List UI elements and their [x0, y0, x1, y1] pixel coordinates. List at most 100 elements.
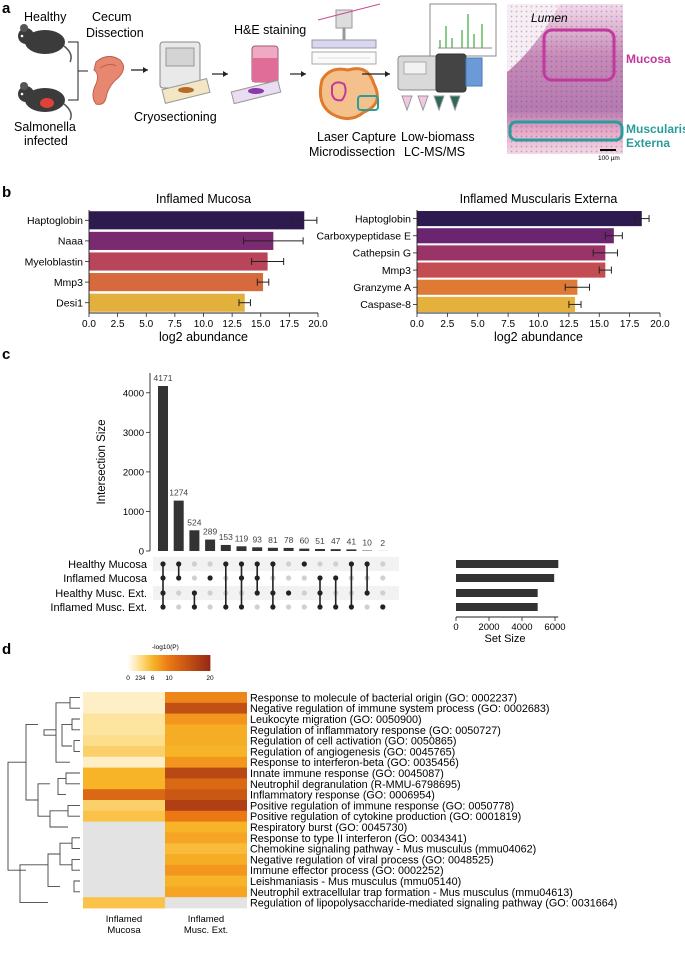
set-size-bar [456, 589, 538, 597]
dendrogram-branch [73, 740, 80, 752]
y-tick-label: Haptoglobin [355, 213, 411, 225]
y-tick-label: Mmp3 [54, 277, 83, 289]
y-tick-label: Granzyme A [353, 282, 411, 294]
label-cecum-2: Dissection [86, 26, 144, 40]
y-tick-label: Desi1 [56, 298, 83, 310]
x-axis-label: log2 abundance [494, 330, 583, 344]
bar-caspase-8 [417, 296, 575, 312]
heatmap-row-label: Respiratory burst (GO: 0045730) [250, 822, 407, 834]
set-size-bar [456, 560, 559, 568]
matrix-dot-active [301, 561, 307, 567]
heat-cell [83, 746, 165, 758]
x-tick-label: 0.0 [410, 319, 424, 330]
intersection-value: 1274 [169, 488, 188, 498]
heat-cell [83, 897, 165, 909]
label-ms-1: Low-biomass [401, 130, 475, 144]
x-tick-label: 15.0 [590, 319, 610, 330]
heat-cell [165, 821, 247, 833]
colorbar-segment [201, 655, 205, 671]
chart-inflamed-muscularis: Inflamed Muscularis Externa Haptoglobin Ca… [316, 192, 670, 344]
intersection-bar [299, 548, 310, 551]
chart-title: Inflamed Muscularis Externa [460, 192, 618, 206]
colorbar-segment [177, 655, 180, 671]
heat-cell [165, 800, 247, 812]
colorbar-segment [160, 655, 164, 671]
bar-mmp3 [417, 262, 606, 278]
matrix-dot-inactive [191, 561, 197, 567]
matrix-row-shade [153, 557, 399, 571]
heatmap-row-label: Leishmaniasis - Mus musculus (mmu05140) [250, 876, 461, 888]
colorbar-segment [181, 655, 184, 671]
column-label: Inflamed [188, 914, 224, 925]
bar-haptoglobin [89, 211, 305, 230]
heat-cell [83, 702, 165, 714]
colorbar-segment [175, 655, 178, 671]
heat-cell [165, 713, 247, 725]
chart-title: Inflamed Mucosa [156, 192, 251, 206]
dendrogram-branch [49, 810, 68, 828]
heatmap-row-label: Regulation of cell activation (GO: 00508… [250, 736, 456, 748]
cryostat-icon [159, 41, 211, 104]
intersection-value: 4171 [154, 373, 173, 383]
set-label: Inflamed Mucosa [63, 573, 148, 585]
bar-desi1 [89, 293, 245, 312]
colorbar-segment [164, 655, 168, 671]
colorbar-segment [130, 655, 133, 671]
intersection-value: 60 [300, 536, 310, 546]
dendrogram-branch [25, 723, 38, 801]
x-tick-label: 7.5 [501, 319, 515, 330]
heat-cell [165, 854, 247, 866]
colorbar-segment [173, 655, 176, 671]
colorbar-tick-label-small: 234 [135, 676, 146, 682]
y-tick-label: Caspase-8 [360, 299, 411, 311]
y-tick-label: 1000 [123, 507, 144, 518]
label-lcm-1: Laser Capture [317, 130, 396, 144]
heatmap-row-label: Positive regulation of cytokine producti… [250, 811, 521, 823]
matrix-dot-inactive [364, 604, 370, 610]
chart-inflamed-mucosa: Inflamed Mucosa Haptoglobin Naaa Myeloblast… [25, 192, 329, 344]
bar-mmp3 [89, 273, 264, 292]
x-tick-label: 0.0 [82, 319, 96, 330]
x-tick-label: 2.5 [111, 319, 125, 330]
heatmap-row-label: Neutrophil degranulation (R-MMU-6798695) [250, 779, 461, 791]
heatmap-row-label: Innate immune response (GO: 0045087) [250, 768, 444, 780]
set-label: Healthy Mucosa [68, 559, 148, 571]
colorbar-segment [148, 655, 151, 671]
label-cecum-1: Cecum [92, 10, 132, 24]
intersection-value: 2 [380, 538, 385, 548]
arrow-3-head [301, 71, 306, 77]
intersection-value: 93 [252, 534, 262, 544]
matrix-dot-inactive [286, 561, 292, 567]
set-size-tick-label: 4000 [511, 622, 532, 633]
matrix-dot-active [286, 590, 292, 596]
dendrogram-branch [61, 723, 72, 747]
x-tick-label: 10.0 [194, 319, 214, 330]
intersection-bar [205, 539, 216, 551]
laser-capture-icon [311, 3, 381, 120]
intersection-bar [315, 548, 325, 551]
infected-mouse-icon [18, 82, 72, 121]
x-tick-label: 12.5 [222, 319, 242, 330]
set-size-label: Set Size [485, 633, 526, 645]
heat-cell [83, 724, 165, 736]
matrix-row-shade [153, 586, 399, 600]
dendrogram-branch [37, 783, 50, 817]
x-tick-label: 5.0 [471, 319, 485, 330]
intersection-value: 289 [203, 527, 217, 537]
heat-cell [83, 875, 165, 887]
colorbar-segment [152, 655, 156, 671]
set-size-bar [456, 574, 555, 582]
x-tick-label: 5.0 [139, 319, 153, 330]
colorbar-segment [191, 655, 194, 671]
colorbar-segment [207, 655, 211, 671]
mass-spectrometer-icon [397, 3, 497, 112]
panel-d-letter: d [2, 641, 11, 658]
x-tick-label: 17.5 [620, 319, 640, 330]
colorbar-segment [187, 655, 190, 671]
matrix-dot-inactive [191, 575, 197, 581]
heat-cell [165, 897, 247, 909]
colorbar-segment [179, 655, 182, 671]
intersection-value: 41 [347, 536, 357, 546]
heat-cell [165, 692, 247, 704]
